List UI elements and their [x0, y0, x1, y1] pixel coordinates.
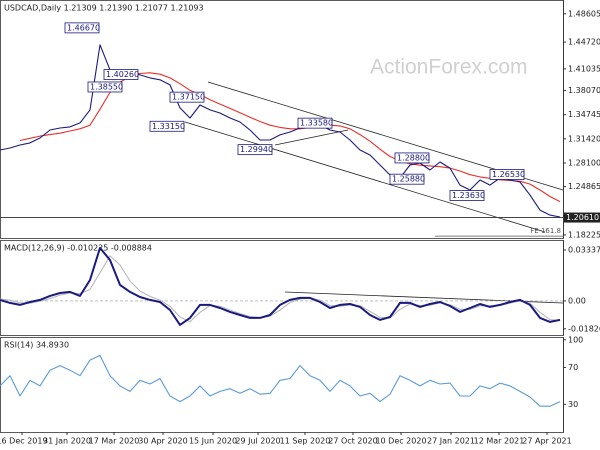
annotation-box	[449, 190, 485, 201]
annotation-label: 1.26530	[492, 170, 525, 179]
series-line	[0, 354, 561, 407]
price-label: 1.20610	[566, 213, 599, 222]
annotation-label: 1.37150	[172, 93, 205, 102]
y-tick-label: 1.41035	[568, 64, 600, 73]
x-tick-label: 27 Jan 2021	[427, 437, 475, 446]
panel-title: MACD(12,26,9) -0.010225 -0.008884	[4, 244, 152, 253]
y-tick-label: 1.34745	[568, 110, 600, 119]
panel-title: USDCAD,Daily 1.21309 1.21390 1.21077 1.2…	[4, 4, 204, 13]
plot-area	[0, 246, 563, 326]
annotation-label: 1.38550	[90, 82, 123, 91]
trend-line	[274, 129, 349, 146]
y-tick-label: 1.48605	[568, 9, 600, 18]
annotation-label: 1.25880	[392, 175, 425, 184]
x-tick-label: 31 Jan 2020	[43, 437, 91, 446]
y-tick-label: 30	[568, 400, 578, 409]
annotation-label: 1.33150	[152, 122, 185, 131]
x-tick-label: 27 Apr 2021	[522, 437, 571, 446]
annotation-label: 1.28800	[397, 153, 430, 162]
annotation-label: 1.23630	[452, 191, 485, 200]
x-tick-label: 29 Jul 2020	[235, 437, 280, 446]
y-tick-label: 1.44720	[568, 38, 600, 47]
y-tick-label: 0.03337	[568, 245, 600, 254]
series-line	[19, 72, 561, 203]
annotation-box	[297, 117, 333, 129]
x-tick-label: 12 Mar 2021	[474, 437, 525, 446]
annotation-box	[394, 152, 430, 164]
annotation-box	[87, 81, 123, 93]
annotation-label: 1.29940	[240, 145, 273, 154]
y-tick-label: 1.28100	[568, 159, 600, 168]
price-label-box	[564, 212, 600, 223]
annotation-box	[169, 91, 205, 103]
annotation-label: 1.33580	[300, 119, 333, 128]
y-tick-label: 100	[568, 335, 583, 344]
y-tick-label: 0.00	[568, 296, 586, 305]
y-tick-label: 1.31420	[568, 134, 600, 143]
x-tick-label: 10 Dec 2020	[375, 437, 426, 446]
annotation-label: 1.46670	[67, 23, 100, 32]
annotation-box	[489, 169, 525, 180]
plot-area: 1.46670 1.38550 1.40260 1.37150 1.33150 1.299…	[0, 22, 563, 237]
annotation-box	[103, 69, 139, 80]
annotation-box	[64, 22, 100, 34]
panel-frame	[0, 337, 564, 433]
x-tick-label: 30 Apr 2020	[138, 437, 187, 446]
fe-label: FE 161.8	[530, 227, 561, 235]
x-tick-label: 27 Oct 2020	[328, 437, 377, 446]
x-tick-label: 17 Mar 2020	[89, 437, 140, 446]
x-tick-label: 16 Dec 2019	[0, 437, 48, 446]
plot-area	[0, 354, 561, 407]
annotation-label: 1.40260	[106, 70, 139, 79]
y-tick-label: 1.38070	[568, 86, 600, 95]
series-line	[0, 246, 561, 326]
y-tick-label: 1.24865	[568, 182, 600, 191]
y-tick-label: 1.18225	[568, 230, 600, 239]
annotation-box	[149, 120, 185, 132]
channel-line	[184, 121, 546, 233]
y-tick-label: 70	[568, 363, 578, 372]
watermark: ActionForex.com	[370, 56, 528, 79]
annotation-box	[389, 173, 425, 185]
annotation-box	[237, 144, 273, 156]
y-tick-label: -0.018262	[568, 324, 600, 333]
x-tick-label: 11 Sep 2020	[280, 437, 331, 446]
panel-frame	[0, 0, 564, 239]
x-tick-label: 15 Jun 2020	[189, 437, 237, 446]
panel-title: RSI(14) 34.8930	[4, 341, 69, 350]
